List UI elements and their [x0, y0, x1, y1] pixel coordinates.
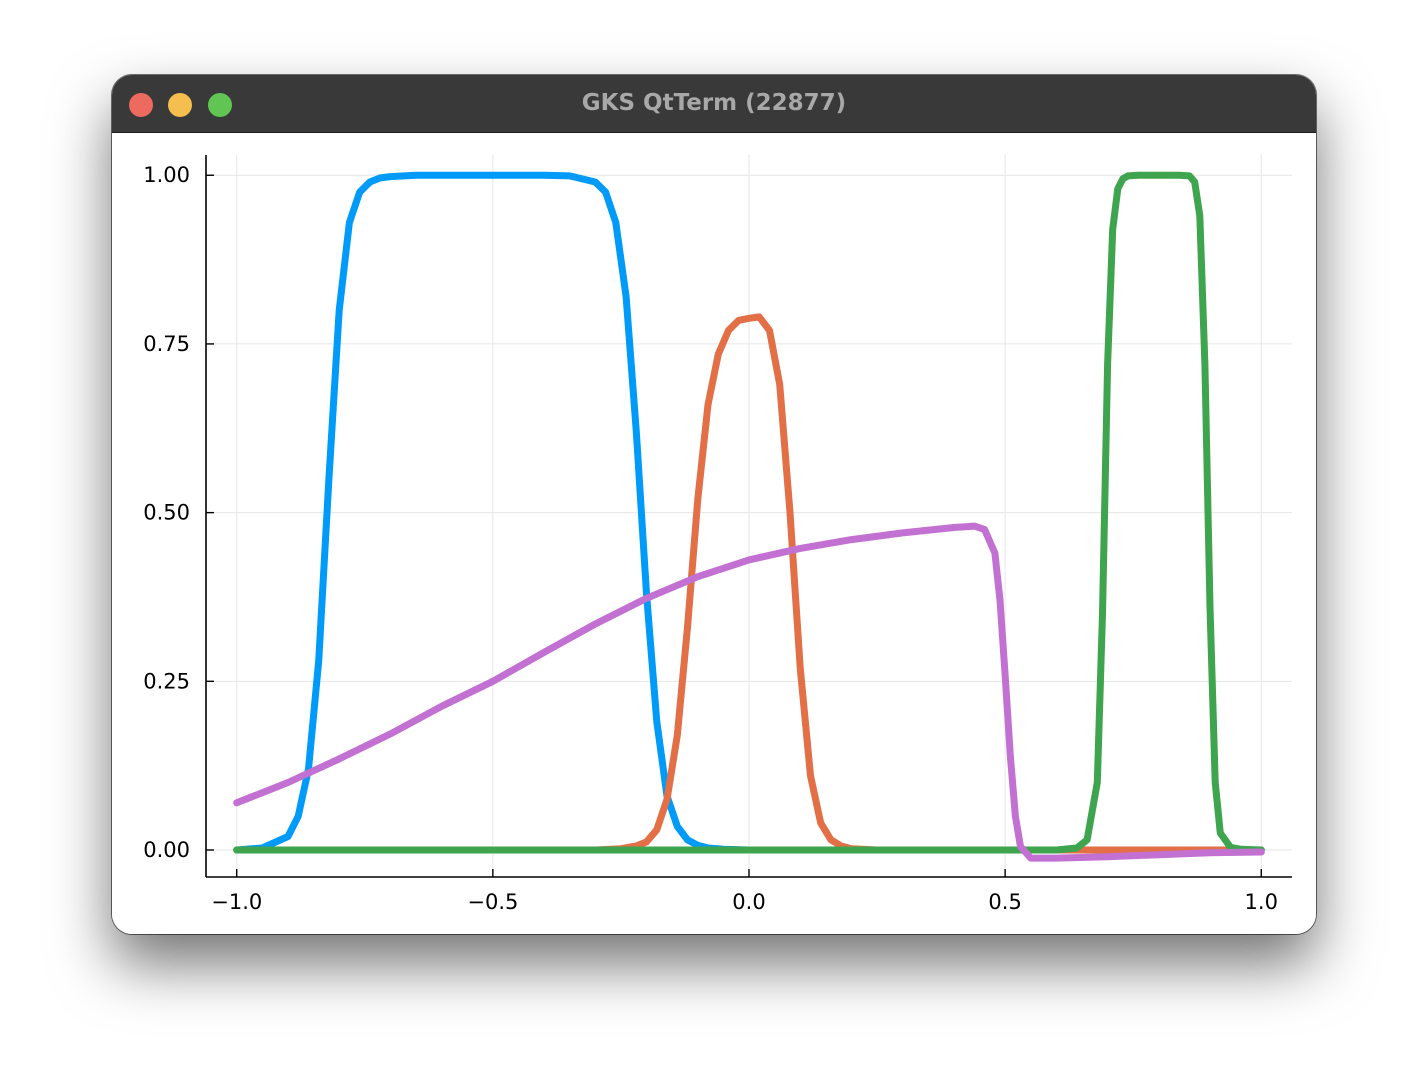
- minimize-button[interactable]: [168, 93, 192, 117]
- x-tick-label: 0.5: [988, 890, 1021, 914]
- window-title: GKS QtTerm (22877): [581, 90, 847, 116]
- series-3-line: [233, 171, 1265, 854]
- x-tick-label: −0.5: [467, 890, 518, 914]
- plot-area: −1.0 −0.5 0.0 0.5 1.0 0.00 0.25 0.50 0.75 1.00: [112, 133, 1316, 934]
- y-tick-label: 0.75: [143, 332, 190, 356]
- x-tick-label: 0.0: [732, 890, 765, 914]
- series-1-line: [233, 171, 1265, 854]
- x-tick-label: −1.0: [211, 890, 262, 914]
- y-tick-label: 0.00: [143, 838, 190, 862]
- x-tick-label: 1.0: [1245, 890, 1278, 914]
- close-button[interactable]: [129, 93, 153, 117]
- line-chart: −1.0 −0.5 0.0 0.5 1.0 0.00 0.25 0.50 0.75 1.00: [143, 155, 1292, 914]
- y-tick-label: 0.50: [143, 501, 190, 525]
- series-4-line: [233, 522, 1265, 862]
- zoom-button[interactable]: [208, 93, 232, 117]
- app-window: GKS QtTerm (22877) −1.0 −0.5 0.0 0.5 1.0 0.00…: [112, 75, 1316, 934]
- y-tick-label: 1.00: [143, 163, 190, 187]
- title-bar[interactable]: GKS QtTerm (22877): [112, 75, 1316, 133]
- y-tick-label: 0.25: [143, 669, 190, 693]
